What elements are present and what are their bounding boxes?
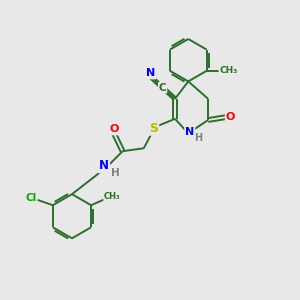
- Text: S: S: [149, 122, 158, 135]
- Text: N: N: [99, 159, 109, 172]
- Text: Cl: Cl: [25, 193, 36, 203]
- Text: N: N: [185, 127, 194, 137]
- Text: O: O: [109, 124, 119, 134]
- Text: N: N: [146, 68, 155, 79]
- Text: C: C: [159, 82, 167, 93]
- Text: H: H: [111, 168, 120, 178]
- Text: H: H: [194, 133, 202, 143]
- Text: CH₃: CH₃: [104, 193, 121, 202]
- Text: CH₃: CH₃: [219, 66, 238, 75]
- Text: O: O: [226, 112, 235, 122]
